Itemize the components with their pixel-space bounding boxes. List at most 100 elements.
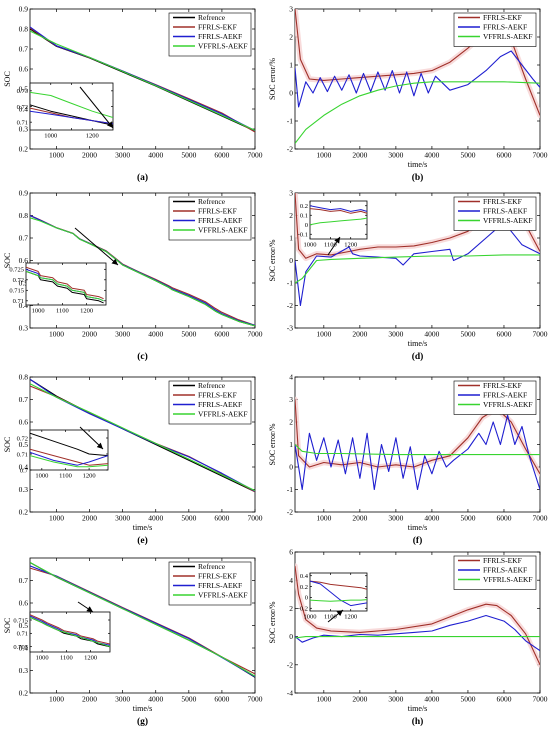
x-tick-label: 3000: [388, 695, 403, 704]
legend-box: [453, 555, 537, 590]
legend-entry-refrence: Refrence: [198, 197, 226, 206]
x-tick-label: 2000: [82, 330, 97, 339]
y-tick-label: 0: [289, 256, 293, 265]
inset-y-tick-label: 0.71: [17, 451, 28, 458]
legend-box: [453, 380, 537, 415]
y-tick-label: 3: [289, 189, 293, 198]
panel-label: (c): [137, 351, 148, 362]
y-tick-label: 0.5: [19, 440, 29, 449]
y-tick-label: -2: [287, 301, 293, 310]
y-tick-label: 0.8: [19, 211, 29, 220]
x-tick-label: 5000: [460, 514, 475, 523]
chart-panel-h: 1000 2000 3000 4000 5000 6000 7000 -4 -2 0 2 4 6 time…: [268, 548, 548, 727]
y-tick-label: 0.8: [19, 25, 29, 34]
y-tick-label: 2: [289, 418, 293, 427]
legend-box: [168, 561, 252, 606]
x-tick-label: 1000: [316, 330, 331, 339]
legend-entry-ffrls-ekf: FFRLS-EKF: [198, 391, 237, 400]
inset-y-tick-label: 0.4: [300, 573, 309, 580]
series-line-vffrls-aekf: [295, 444, 540, 456]
inset-series-line-ffrls-aekf: [30, 451, 108, 466]
inset-series-line-vffrls-aekf: [310, 599, 367, 602]
legend-entry-ffrls-aekf: FFRLS-AEKF: [198, 32, 242, 41]
zoom-arrow: [79, 426, 104, 450]
inset-series-line-ffrls-ekf: [310, 580, 367, 590]
x-tick-label: 1000: [316, 151, 331, 160]
x-tick-label: 2000: [352, 330, 367, 339]
y-axis-label: SOC error/%: [268, 239, 277, 281]
inset-series-line-refrence: [30, 104, 113, 126]
legend-box: [168, 380, 252, 425]
x-axis-label: time/s: [133, 523, 153, 532]
zoom-arrow: [77, 601, 94, 613]
zoom-arrow: [79, 86, 114, 129]
x-tick-label: 5000: [460, 695, 475, 704]
x-tick-label: 6000: [214, 695, 229, 704]
y-tick-label: 0.3: [19, 485, 29, 494]
legend-entry-ffrls-ekf: FFRLS-EKF: [198, 23, 237, 32]
x-tick-label: 4000: [424, 514, 439, 523]
inset-x-tick-label: 1100: [56, 308, 69, 315]
inset-series-line-refrence: [30, 432, 108, 457]
inset-y-tick-label: 0.71: [13, 298, 24, 305]
y-tick-label: 0.7: [19, 45, 29, 54]
inset-x-tick-label: 1200: [344, 242, 357, 249]
legend-entry-vffrls-aekf: VFFRLS-AEKF: [483, 216, 533, 225]
inset-series-group: [30, 614, 110, 648]
x-tick-label: 7000: [248, 514, 263, 523]
inset-series-group: [30, 432, 108, 468]
inset-y-tick-label: 0.1: [300, 213, 308, 220]
y-tick-label: 0.6: [19, 256, 29, 265]
x-tick-label: 6000: [496, 151, 511, 160]
panel-label: (a): [137, 172, 148, 183]
y-axis-label: SOC error/%: [268, 423, 277, 465]
inset-y-tick-label: 0.715: [9, 288, 24, 295]
x-tick-label: 4000: [424, 151, 439, 160]
series-line-ffrls-ekf: [295, 566, 540, 666]
legend-box: [168, 196, 252, 241]
y-tick-label: 0.4: [19, 644, 29, 653]
y-tick-label: 0.3: [19, 324, 29, 333]
y-tick-label: -2: [287, 145, 293, 154]
legend-entry-ffrls-aekf: FFRLS-AEKF: [483, 23, 527, 32]
legend-entry-ffrls-aekf: FFRLS-AEKF: [483, 207, 527, 216]
y-tick-label: 0.8: [19, 373, 29, 382]
y-tick-label: 2: [289, 604, 293, 613]
x-tick-label: 4000: [424, 695, 439, 704]
legend-box: [168, 12, 252, 57]
inset-series-group: [26, 266, 104, 304]
inset-axes-frame: [309, 200, 368, 240]
x-tick-label: 3000: [115, 330, 130, 339]
inset-axes-frame: [309, 572, 368, 612]
inset-series-line-vffrls-aekf: [30, 91, 113, 118]
series-group: [30, 26, 255, 133]
series-group: [30, 378, 255, 493]
inset-x-tick-label: 1000: [36, 655, 49, 662]
inset-series-line-ffrls-ekf: [310, 208, 367, 214]
inset-panel: 1000 1100 1200 -0.1 0 0.1 0.2: [298, 200, 368, 249]
x-tick-label: 4000: [148, 151, 163, 160]
inset-y-tick-label: 0.72: [17, 104, 28, 111]
panel-label: (h): [412, 716, 424, 727]
inset-series-line-ffrls-aekf: [310, 580, 367, 607]
y-tick-label: 0: [289, 89, 293, 98]
inset-axes-frame: [29, 611, 111, 653]
legend-box: [453, 12, 537, 47]
x-tick-label: 5000: [181, 695, 196, 704]
y-tick-label: 1: [289, 61, 293, 70]
inset-x-tick-label: 1200: [86, 133, 99, 140]
y-tick-label: -2: [287, 660, 293, 669]
y-tick-label: 0.2: [19, 508, 29, 517]
panel-label: (f): [413, 535, 423, 546]
x-tick-label: 3000: [115, 514, 130, 523]
inset-series-group: [310, 580, 367, 607]
chart-panel-e: 1000 2000 3000 4000 5000 6000 7000 0.2 0.3 0.4 0.5…: [3, 373, 263, 546]
legend-entry-ffrls-ekf: FFRLS-EKF: [483, 197, 522, 206]
series-group: [30, 214, 255, 327]
x-axis-label: time/s: [408, 704, 428, 713]
inset-x-tick-label: 1100: [59, 473, 72, 480]
y-tick-label: 0.2: [19, 689, 29, 698]
x-tick-label: 7000: [533, 330, 548, 339]
inset-y-tick-label: 0.715: [13, 617, 28, 624]
y-tick-label: -1: [287, 117, 293, 126]
